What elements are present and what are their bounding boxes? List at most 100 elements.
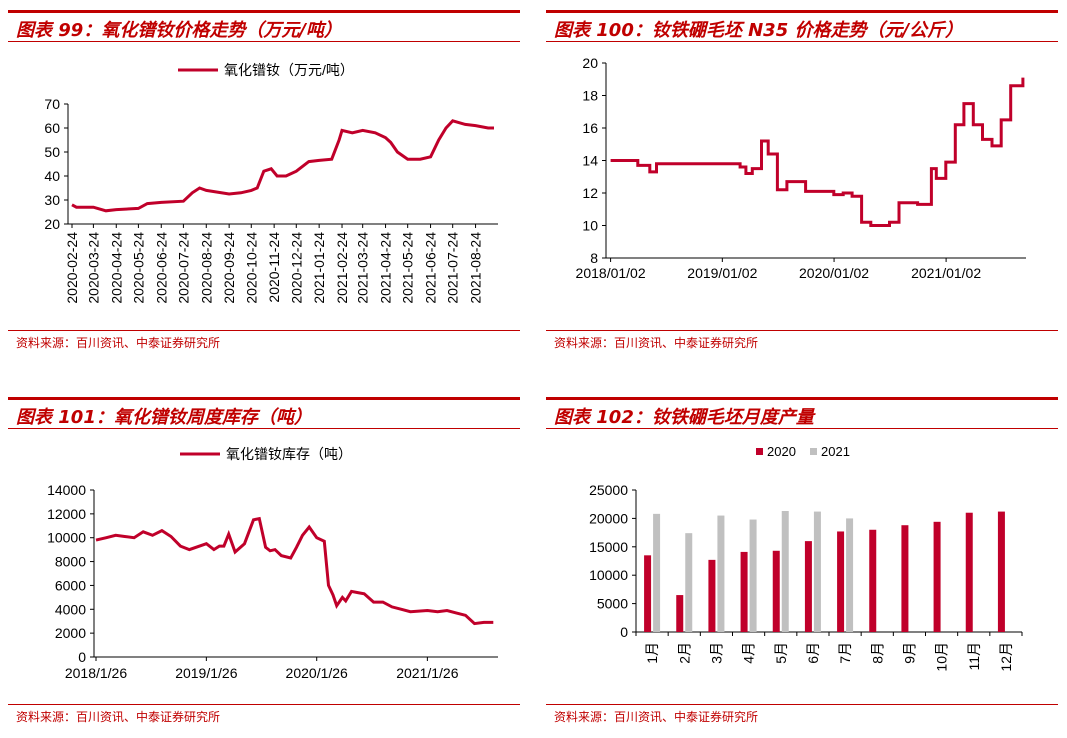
x-tick-label: 2021/01/02 <box>911 265 981 281</box>
bar-2021 <box>781 511 789 632</box>
x-tick-label: 2020-11-24 <box>266 232 282 303</box>
source-bar: 资料来源：百川资讯、中泰证券研究所 <box>8 330 520 350</box>
x-tick-label: 2020-05-24 <box>130 232 146 304</box>
y-tick-label: 20 <box>582 55 598 71</box>
source-bar: 资料来源：百川资讯、中泰证券研究所 <box>546 330 1058 350</box>
panel-title-bar: 图表 100：钕铁硼毛坯 N35 价格走势（元/公斤） <box>546 10 1058 42</box>
legend-label: 2020 <box>767 444 796 459</box>
x-tick-label: 2月 <box>676 642 692 664</box>
x-tick-label: 2019/1/26 <box>175 665 237 681</box>
chart-ndfeb-monthly-output: 0 5000 10000 15000 20000 25000 1月 2月 3月 4月 5月 6月 7月 8… <box>589 444 1023 672</box>
panel-inventory-prnd-oxide: 图表 101：氧化镨钕周度库存（吨） 0 2000 4000 6000 8000 1000… <box>8 397 520 738</box>
bar-2020 <box>804 541 812 632</box>
series-line <box>610 77 1025 227</box>
x-tick-label: 2020-09-24 <box>221 232 237 304</box>
x-tick-label: 2021-01-24 <box>311 232 327 304</box>
x-tick-label: 2020/1/26 <box>286 665 348 681</box>
legend-swatch <box>756 448 763 455</box>
series-line <box>95 516 494 626</box>
chart-prnd-oxide-inventory: 0 2000 4000 6000 8000 10000 12000 14000 2018/1/2… <box>47 446 498 681</box>
panel-output-ndfeb-monthly: 图表 102：钕铁硼毛坯月度产量 0 5000 10000 15000 20000 250… <box>546 397 1058 738</box>
panel-title-bar: 图表 102：钕铁硼毛坯月度产量 <box>546 397 1058 429</box>
x-tick-label: 3月 <box>708 642 724 664</box>
chart-prnd-oxide-price: 20 30 40 50 60 70 2020-02-24 2020-03-24 2020-04-… <box>44 62 498 304</box>
y-tick-label: 4000 <box>55 601 86 617</box>
x-tick-label: 2021-06-24 <box>423 232 439 304</box>
y-tick-label: 5000 <box>597 596 628 612</box>
panel-price-prnd-oxide: 图表 99：氧化镨钕价格走势（万元/吨） 20 30 40 50 60 70 2020-02… <box>8 10 520 355</box>
bar-2021 <box>813 511 821 632</box>
y-tick-label: 20000 <box>589 510 628 526</box>
panel-title: 图表 101：氧化镨钕周度库存（吨） <box>16 407 312 428</box>
x-tick-label: 2020-10-24 <box>243 232 259 304</box>
source-bar: 资料来源：百川资讯、中泰证券研究所 <box>546 704 1058 724</box>
source-text: 资料来源：百川资讯、中泰证券研究所 <box>554 336 759 350</box>
legend-swatch <box>810 448 817 455</box>
source-text: 资料来源：百川资讯、中泰证券研究所 <box>554 710 759 724</box>
x-tick-label: 9月 <box>901 642 917 664</box>
x-tick-label: 2021-03-24 <box>355 232 371 304</box>
panel-title: 图表 100：钕铁硼毛坯 N35 价格走势（元/公斤） <box>554 20 964 41</box>
x-tick-label: 6月 <box>805 642 821 664</box>
y-tick-label: 8000 <box>55 554 86 570</box>
x-tick-label: 11月 <box>966 642 982 671</box>
legend-label: 2021 <box>821 444 850 459</box>
y-tick-label: 25000 <box>589 482 628 498</box>
panel-title-bar: 图表 101：氧化镨钕周度库存（吨） <box>8 397 520 429</box>
bar-2020 <box>965 512 973 632</box>
bar-2020 <box>644 555 652 632</box>
x-tick-label: 1月 <box>644 642 660 664</box>
y-tick-label: 12 <box>582 185 598 201</box>
bar-2020 <box>901 525 909 632</box>
x-tick-label: 2020-06-24 <box>153 232 169 304</box>
x-tick-label: 4月 <box>741 642 757 664</box>
y-tick-label: 18 <box>582 88 598 104</box>
bar-2020 <box>869 529 877 632</box>
bar-2020 <box>997 511 1005 632</box>
y-tick-label: 60 <box>44 120 60 136</box>
legend-label: 氧化镨钕（万元/吨） <box>224 62 354 78</box>
x-tick-label: 2021-05-24 <box>400 232 416 304</box>
y-tick-label: 30 <box>44 192 60 208</box>
bar-2020 <box>740 551 748 632</box>
x-tick-label: 2019/01/02 <box>687 265 757 281</box>
y-tick-label: 8 <box>590 250 598 266</box>
bar-2021 <box>749 519 757 632</box>
x-tick-label: 2020-02-24 <box>64 232 80 304</box>
x-tick-label: 2020-12-24 <box>288 232 304 304</box>
x-tick-label: 2021-08-24 <box>468 232 484 304</box>
y-tick-label: 10000 <box>47 530 86 546</box>
x-tick-label: 2021/1/26 <box>396 665 458 681</box>
x-tick-label: 12月 <box>998 642 1014 672</box>
bar-2021 <box>685 533 693 632</box>
y-tick-label: 12000 <box>47 506 86 522</box>
y-tick-label: 0 <box>78 649 86 665</box>
x-tick-label: 2021-02-24 <box>334 232 350 304</box>
x-tick-label: 2020-08-24 <box>198 232 214 304</box>
y-tick-label: 10000 <box>589 567 628 583</box>
panel-price-ndfeb-n35: 图表 100：钕铁硼毛坯 N35 价格走势（元/公斤） 8 10 12 14 16 18 2… <box>546 10 1058 355</box>
x-tick-label: 2020-04-24 <box>108 232 124 304</box>
y-tick-label: 14000 <box>47 482 86 498</box>
chart-ndfeb-n35-price: 8 10 12 14 16 18 20 2018/01/02 2019/01/02 2020/01… <box>576 55 1026 281</box>
y-tick-label: 14 <box>582 153 598 169</box>
source-text: 资料来源：百川资讯、中泰证券研究所 <box>16 710 221 724</box>
bar-2020 <box>676 595 684 632</box>
series-line <box>71 119 494 213</box>
bar-2021 <box>846 518 854 632</box>
y-tick-label: 10 <box>582 218 598 234</box>
y-tick-label: 70 <box>44 96 60 112</box>
y-tick-label: 20 <box>44 216 60 232</box>
bar-2020 <box>708 559 716 632</box>
y-tick-label: 50 <box>44 144 60 160</box>
source-text: 资料来源：百川资讯、中泰证券研究所 <box>16 336 221 350</box>
x-tick-label: 10月 <box>934 642 950 672</box>
y-tick-label: 0 <box>620 624 628 640</box>
y-tick-label: 6000 <box>55 577 86 593</box>
panel-title: 图表 102：钕铁硼毛坯月度产量 <box>554 407 814 428</box>
bar-2020 <box>837 531 845 632</box>
y-tick-label: 40 <box>44 168 60 184</box>
x-tick-label: 2018/01/02 <box>576 265 646 281</box>
bar-2021 <box>653 513 661 632</box>
x-tick-label: 2021-07-24 <box>445 232 461 304</box>
